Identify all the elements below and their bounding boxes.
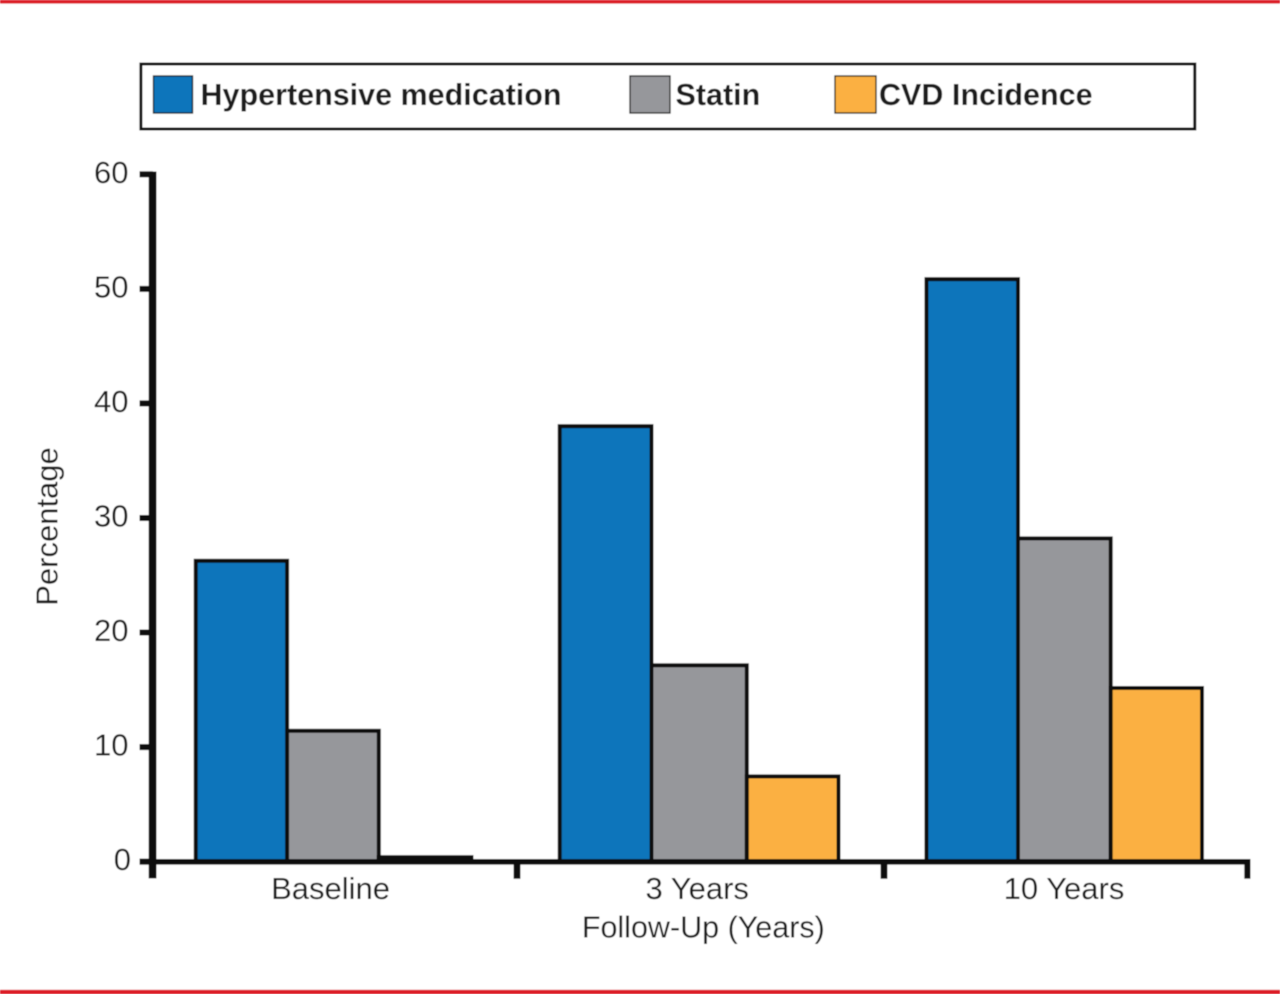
svg-text:CVD Incidence: CVD Incidence [879, 78, 1093, 112]
svg-text:50: 50 [94, 269, 128, 304]
svg-text:Percentage: Percentage [30, 447, 65, 606]
svg-text:30: 30 [94, 499, 128, 534]
svg-text:Hypertensive medication: Hypertensive medication [201, 78, 562, 112]
svg-text:0: 0 [114, 842, 131, 877]
svg-text:60: 60 [94, 155, 128, 190]
svg-text:Statin: Statin [676, 78, 761, 112]
svg-text:Baseline: Baseline [271, 871, 390, 906]
svg-text:Follow-Up (Years): Follow-Up (Years) [582, 911, 825, 945]
svg-text:40: 40 [94, 384, 128, 419]
svg-text:10: 10 [94, 728, 128, 763]
svg-text:3 Years: 3 Years [645, 871, 748, 906]
svg-text:20: 20 [94, 613, 128, 648]
svg-text:10 Years: 10 Years [1004, 871, 1125, 906]
